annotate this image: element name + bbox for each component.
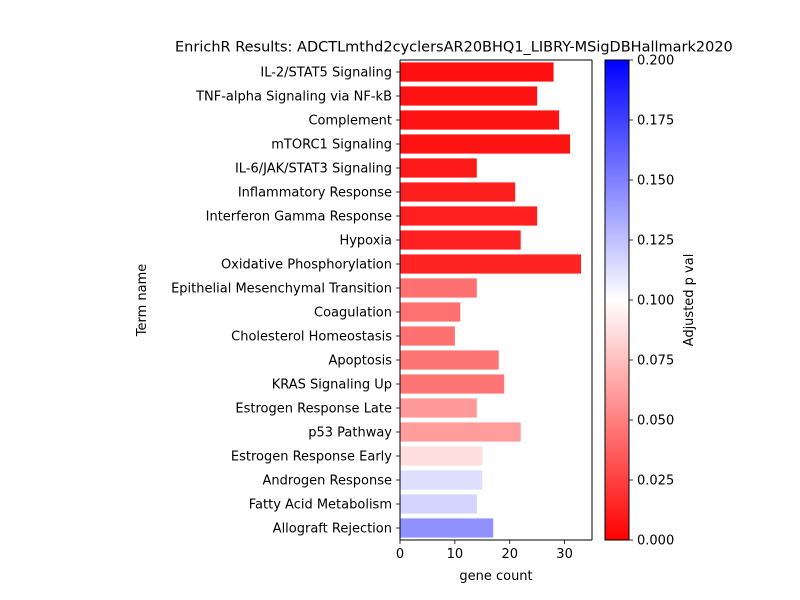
chart-title: EnrichR Results: ADCTLmthd2cyclersAR20BH…	[175, 40, 733, 56]
bar-2	[400, 86, 538, 106]
colorbar-tick-label: 0.100	[637, 294, 674, 309]
bar-7	[400, 206, 538, 226]
bar-11	[400, 302, 461, 322]
y-tick-label: Epithelial Mesenchymal Transition	[171, 282, 392, 297]
colorbar-gradient	[604, 59, 630, 541]
plot-axes	[399, 59, 593, 541]
colorbar-tick-label: 0.150	[637, 174, 674, 189]
y-tick-label: Fatty Acid Metabolism	[249, 498, 392, 513]
y-tick-label: TNF-alpha Signaling via NF-kB	[195, 90, 392, 105]
x-axis-label: gene count	[459, 569, 532, 584]
y-tick-label: Apoptosis	[328, 354, 392, 369]
y-tick-labels: IL-2/STAT5 Signaling TNF-alpha Signaling …	[171, 66, 400, 537]
colorbar-label: Adjusted p val	[682, 254, 697, 347]
y-tick-label: Interferon Gamma Response	[206, 210, 392, 225]
bar-20	[400, 518, 494, 538]
y-tick-label: Estrogen Response Late	[235, 402, 392, 417]
y-tick-label: KRAS Signaling Up	[272, 378, 392, 393]
y-tick-label: Inflammatory Response	[238, 186, 392, 201]
bar-9	[400, 254, 582, 274]
bar-18	[400, 470, 483, 490]
y-tick-label: p53 Pathway	[308, 426, 392, 441]
y-tick-label: Androgen Response	[263, 474, 392, 489]
bar-13	[400, 350, 499, 370]
y-tick-label: Complement	[308, 114, 392, 129]
bar-16	[400, 422, 521, 442]
bars-group	[400, 62, 582, 538]
colorbar-ticks: 0.000 0.025 0.050 0.075 0.100 0.125 0.150 0.175…	[629, 54, 674, 549]
x-tick-label: 30	[556, 547, 573, 562]
bar-14	[400, 374, 505, 394]
colorbar-tick-label: 0.025	[637, 474, 674, 489]
bar-12	[400, 326, 455, 346]
y-tick-label: mTORC1 Signaling	[271, 138, 392, 153]
y-tick-label: IL-2/STAT5 Signaling	[260, 66, 392, 81]
y-tick-label: Coagulation	[314, 306, 392, 321]
colorbar-tick-label: 0.050	[637, 414, 674, 429]
bar-17	[400, 446, 483, 466]
bar-15	[400, 398, 477, 418]
colorbar-tick-label: 0.000	[637, 534, 674, 549]
x-ticks: 0 10 20 30	[396, 540, 573, 562]
y-axis-label: Term name	[135, 264, 150, 338]
bar-5	[400, 158, 477, 178]
y-tick-label: Oxidative Phosphorylation	[221, 258, 392, 273]
bar-19	[400, 494, 477, 514]
bar-1	[400, 62, 554, 82]
colorbar-tick-label: 0.200	[637, 54, 674, 69]
bar-10	[400, 278, 477, 298]
colorbar: 0.000 0.025 0.050 0.075 0.100 0.125 0.150 0.175…	[604, 54, 697, 549]
y-tick-label: Cholesterol Homeostasis	[231, 330, 392, 345]
x-tick-label: 10	[447, 547, 464, 562]
bar-3	[400, 110, 560, 130]
y-tick-label: Estrogen Response Early	[231, 450, 392, 465]
y-tick-label: IL-6/JAK/STAT3 Signaling	[235, 162, 392, 177]
y-tick-label: Hypoxia	[339, 234, 392, 249]
colorbar-tick-label: 0.175	[637, 114, 674, 129]
bar-6	[400, 182, 516, 202]
x-tick-label: 0	[396, 547, 404, 562]
bar-4	[400, 134, 571, 154]
bar-8	[400, 230, 521, 250]
y-tick-label: Allograft Rejection	[273, 522, 392, 537]
x-tick-label: 20	[501, 547, 518, 562]
colorbar-tick-label: 0.125	[637, 234, 674, 249]
colorbar-tick-label: 0.075	[637, 354, 674, 369]
